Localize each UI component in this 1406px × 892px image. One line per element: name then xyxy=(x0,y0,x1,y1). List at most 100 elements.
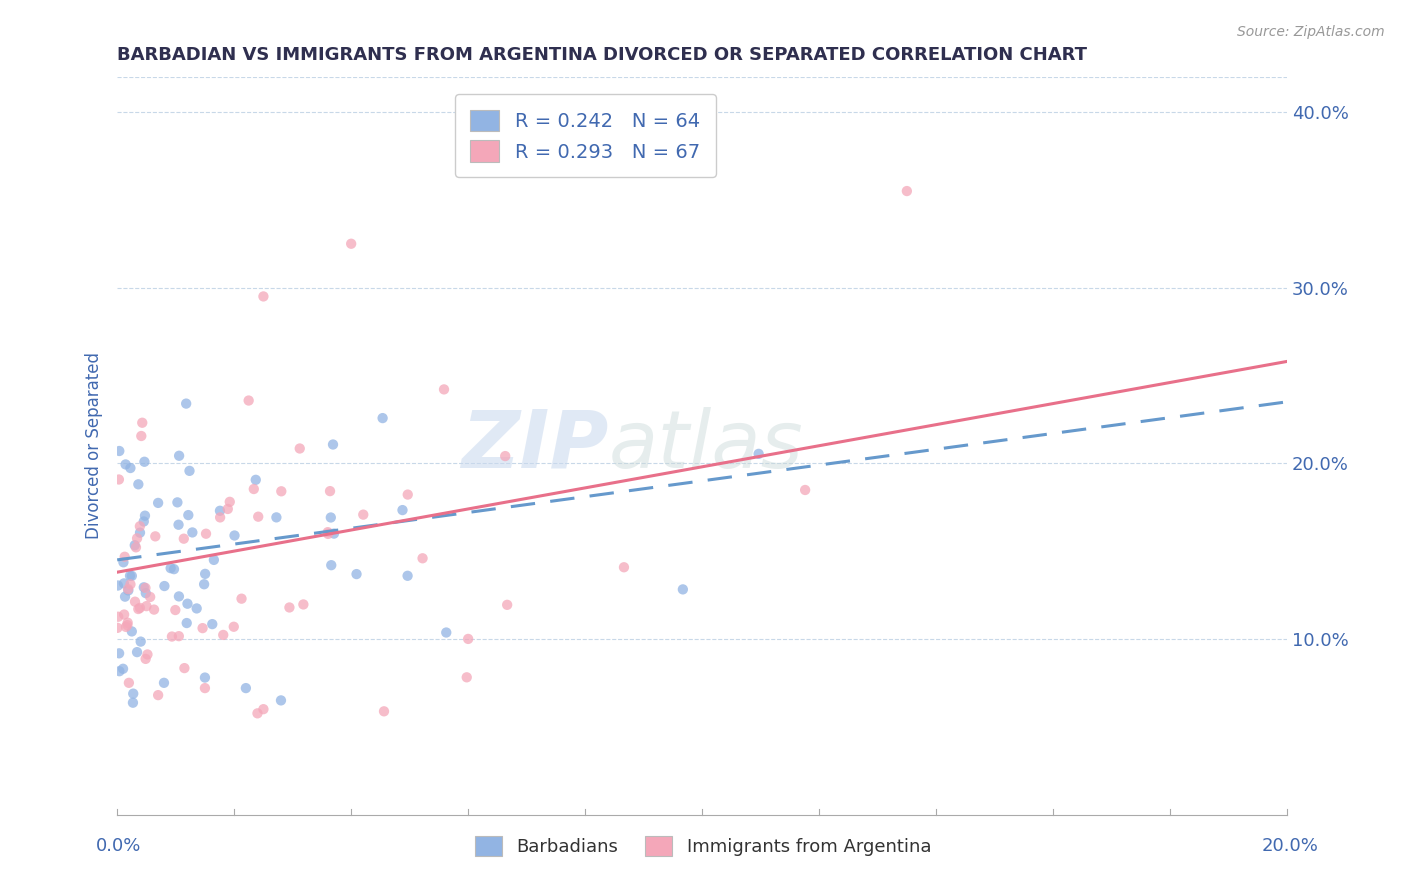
Point xyxy=(672,582,695,597)
Point xyxy=(167,449,190,463)
Point xyxy=(160,630,183,644)
Point xyxy=(153,676,176,690)
Text: Source: ZipAtlas.com: Source: ZipAtlas.com xyxy=(1237,25,1385,39)
Point xyxy=(195,526,218,541)
Point xyxy=(456,670,478,684)
Point xyxy=(434,625,457,640)
Point xyxy=(129,600,152,615)
Point xyxy=(163,562,186,576)
Point xyxy=(212,628,235,642)
Point xyxy=(292,598,315,612)
Point xyxy=(323,526,346,541)
Point xyxy=(107,578,129,592)
Point xyxy=(174,396,197,410)
Point xyxy=(143,529,166,543)
Point xyxy=(127,602,149,616)
Point xyxy=(217,502,239,516)
Point xyxy=(494,449,516,463)
Point xyxy=(115,620,138,634)
Point xyxy=(270,484,292,499)
Point xyxy=(412,551,434,566)
Point xyxy=(134,508,156,523)
Point xyxy=(125,531,148,545)
Point xyxy=(252,289,274,303)
Point xyxy=(117,582,139,596)
Point xyxy=(252,702,274,716)
Point xyxy=(202,553,225,567)
Point xyxy=(266,510,288,524)
Point xyxy=(128,519,150,533)
Point xyxy=(319,510,342,524)
Point xyxy=(121,569,143,583)
Point xyxy=(396,487,419,501)
Point xyxy=(396,569,419,583)
Point xyxy=(222,620,245,634)
Point xyxy=(173,661,195,675)
Legend: R = 0.242   N = 64, R = 0.293   N = 67: R = 0.242 N = 64, R = 0.293 N = 67 xyxy=(454,94,716,178)
Point xyxy=(108,646,131,660)
Point xyxy=(112,555,135,569)
Point xyxy=(107,609,129,624)
Text: BARBADIAN VS IMMIGRANTS FROM ARGENTINA DIVORCED OR SEPARATED CORRELATION CHART: BARBADIAN VS IMMIGRANTS FROM ARGENTINA D… xyxy=(117,46,1087,64)
Point xyxy=(177,508,200,522)
Point xyxy=(107,621,129,635)
Point xyxy=(208,504,231,518)
Point xyxy=(167,629,190,643)
Point xyxy=(245,473,267,487)
Point xyxy=(391,503,413,517)
Point xyxy=(496,598,519,612)
Point xyxy=(135,652,157,666)
Point xyxy=(322,437,344,451)
Point xyxy=(114,458,136,472)
Point xyxy=(371,411,394,425)
Point xyxy=(122,687,145,701)
Point xyxy=(173,532,195,546)
Point xyxy=(135,599,157,614)
Point xyxy=(117,618,139,632)
Point xyxy=(288,442,311,456)
Point xyxy=(118,568,141,582)
Point xyxy=(181,525,204,540)
Point xyxy=(129,525,152,540)
Point xyxy=(193,577,215,591)
Point xyxy=(346,567,368,582)
Point xyxy=(191,621,214,635)
Point xyxy=(124,538,146,552)
Point xyxy=(146,688,169,702)
Point xyxy=(209,510,232,524)
Point xyxy=(121,624,143,639)
Point xyxy=(135,586,157,600)
Point xyxy=(120,577,142,591)
Point xyxy=(129,429,152,443)
Point xyxy=(112,576,135,591)
Point xyxy=(235,681,257,695)
Point xyxy=(118,676,141,690)
Point xyxy=(231,591,253,606)
Text: 0.0%: 0.0% xyxy=(96,837,141,855)
Point xyxy=(340,236,363,251)
Point xyxy=(373,704,395,718)
Point xyxy=(143,602,166,616)
Point xyxy=(131,416,153,430)
Point xyxy=(433,383,456,397)
Point xyxy=(125,645,148,659)
Point xyxy=(179,464,201,478)
Point xyxy=(108,664,131,678)
Text: 20.0%: 20.0% xyxy=(1263,837,1319,855)
Y-axis label: Divorced or Separated: Divorced or Separated xyxy=(86,352,103,540)
Point xyxy=(896,184,918,198)
Point xyxy=(117,615,139,630)
Point xyxy=(748,447,770,461)
Point xyxy=(176,615,198,630)
Point xyxy=(153,579,176,593)
Point xyxy=(238,393,260,408)
Point xyxy=(132,580,155,594)
Point xyxy=(316,525,339,540)
Point xyxy=(321,558,343,573)
Point xyxy=(112,662,135,676)
Point xyxy=(112,607,135,622)
Point xyxy=(224,528,246,542)
Point xyxy=(125,541,148,555)
Point xyxy=(794,483,817,497)
Point xyxy=(201,617,224,632)
